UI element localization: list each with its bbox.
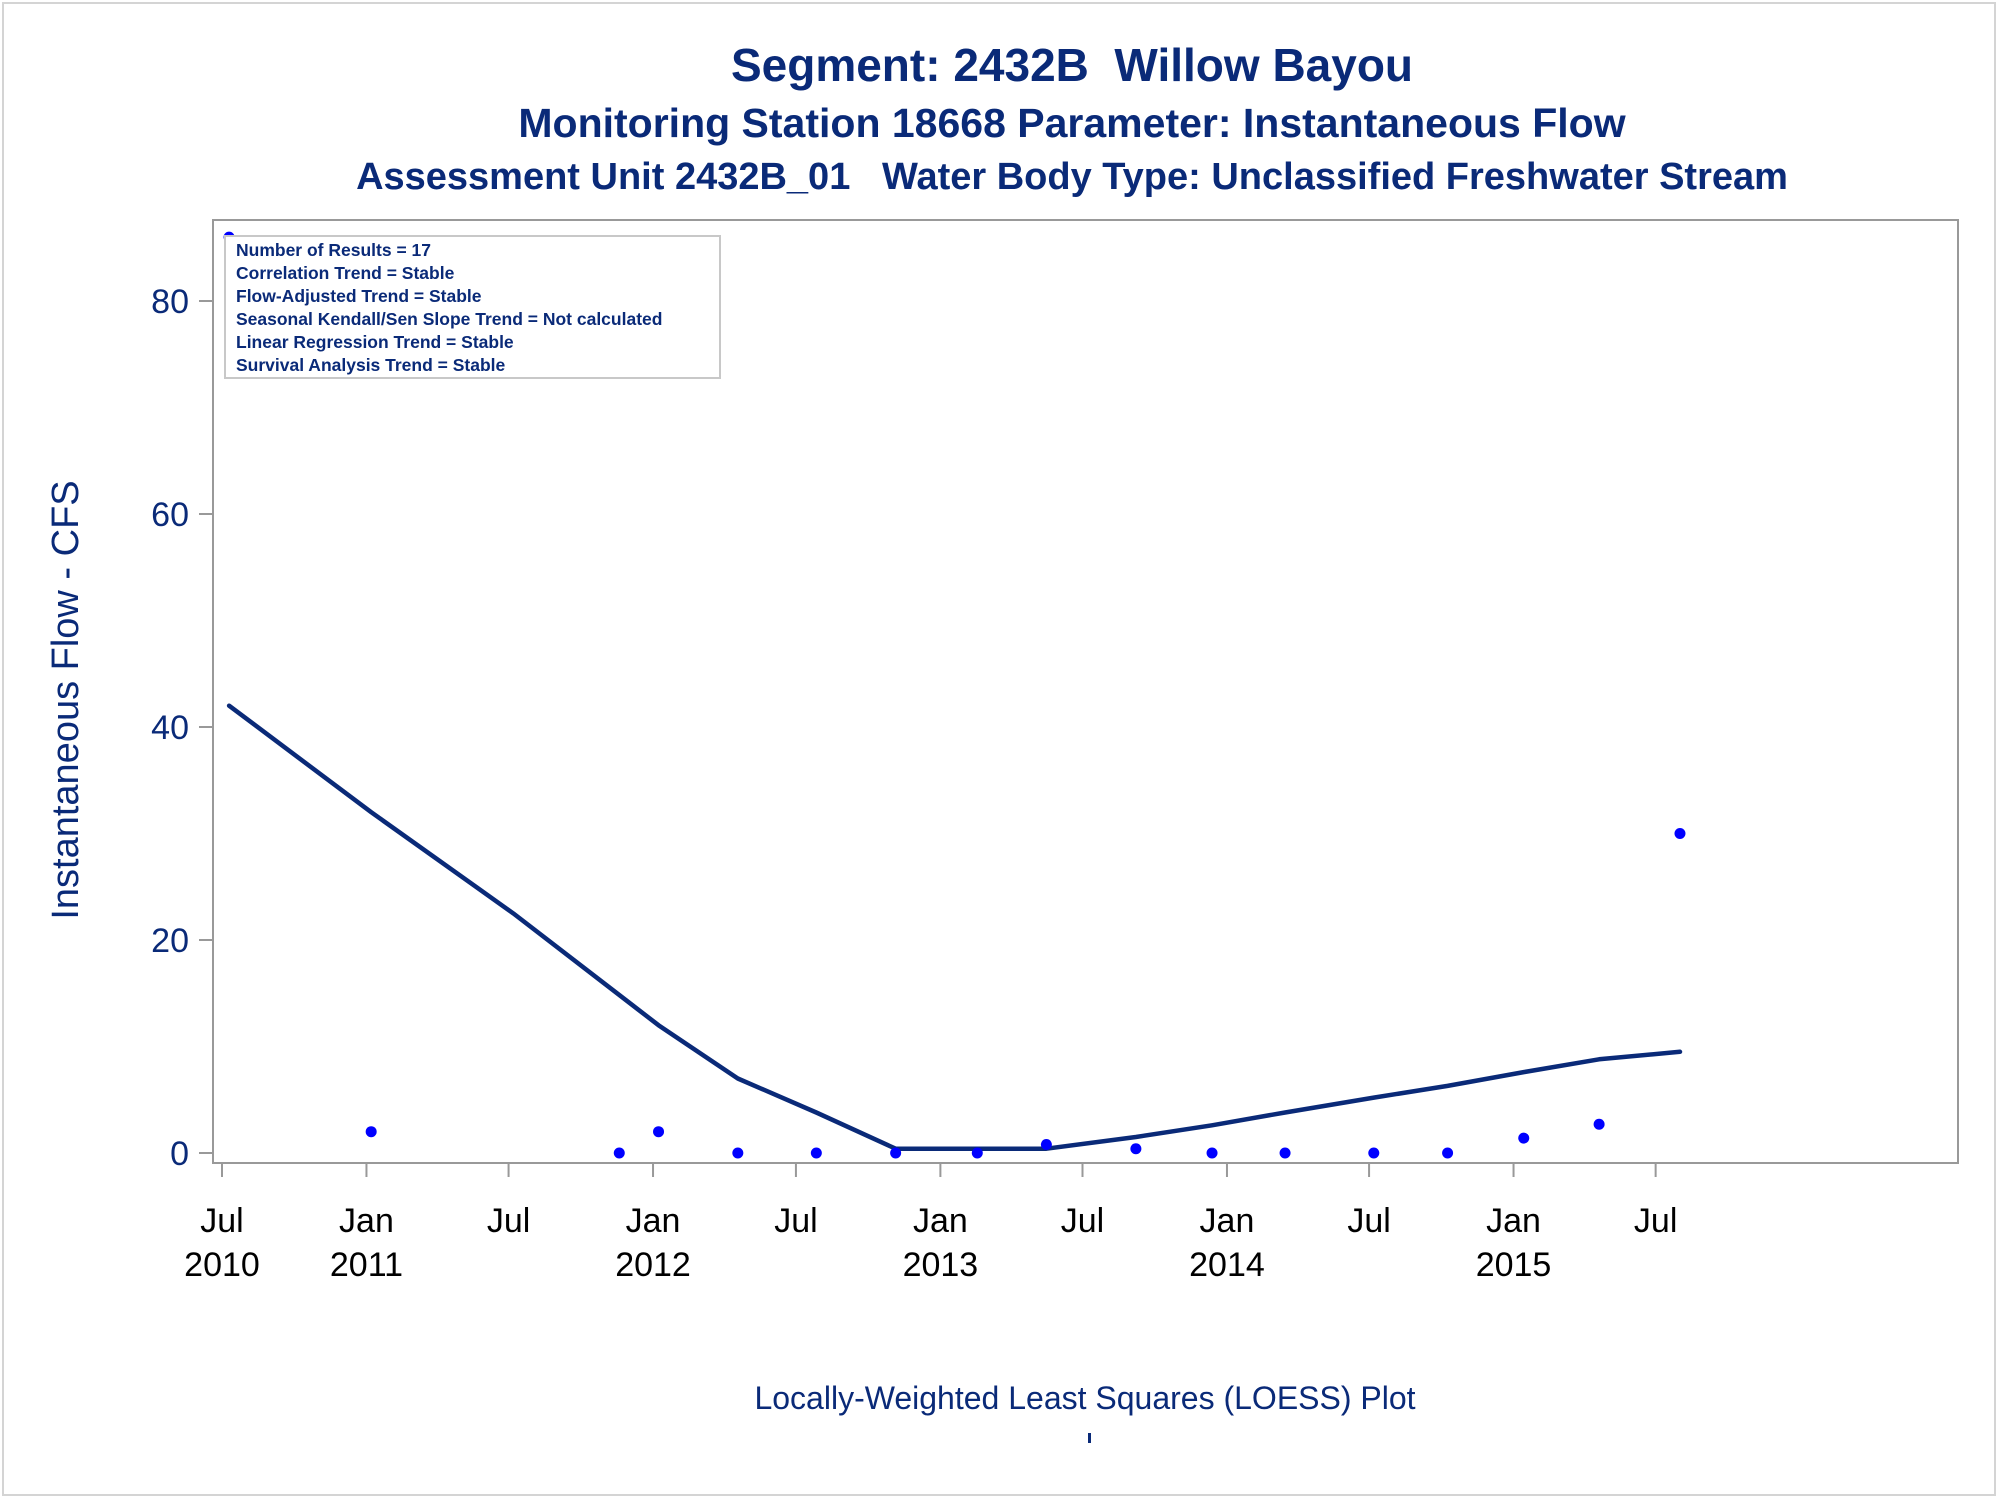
y-axis-label: Instantaneous Flow - CFS <box>45 480 87 919</box>
x-tick-year-label: 2012 <box>615 1246 691 1284</box>
loess-line <box>226 703 1683 1151</box>
data-point <box>1518 1132 1530 1144</box>
x-tick-year-label: 2014 <box>1189 1246 1265 1284</box>
data-point <box>1593 1118 1605 1130</box>
chart-subtitle-2: Assessment Unit 2432B_01 Water Body Type… <box>356 156 1788 198</box>
chart-footnote: Locally-Weighted Least Squares (LOESS) P… <box>0 1380 2000 1417</box>
x-tick-label: Jul <box>774 1202 817 1240</box>
x-tick-year-label: 2010 <box>184 1246 260 1284</box>
data-point <box>1040 1138 1052 1150</box>
stats-line: Number of Results = 17 <box>236 240 431 260</box>
x-tick-label: Jan <box>1486 1202 1541 1240</box>
x-tick-label: Jul <box>487 1202 530 1240</box>
x-tick-label: Jul <box>1061 1202 1104 1240</box>
x-tick-year-label: 2013 <box>903 1246 979 1284</box>
data-point <box>1674 828 1686 839</box>
data-point <box>653 1126 665 1138</box>
data-point <box>1442 1147 1454 1159</box>
footnote-text: Locally-Weighted Least Squares (LOESS) P… <box>754 1380 1416 1416</box>
y-tick-label: 80 <box>151 283 189 321</box>
x-tick-year-label: 2015 <box>1476 1246 1552 1284</box>
data-point <box>890 1147 902 1159</box>
data-point <box>810 1147 822 1159</box>
data-point <box>1206 1147 1218 1159</box>
chart-subtitle: Monitoring Station 18668 Parameter: Inst… <box>518 100 1626 146</box>
data-point <box>1279 1147 1291 1159</box>
x-tick-label: Jul <box>1634 1202 1677 1240</box>
data-point <box>971 1147 983 1159</box>
data-point <box>1130 1143 1142 1155</box>
x-tick-year-label: 2011 <box>330 1246 403 1284</box>
stats-line: Seasonal Kendall/Sen Slope Trend = Not c… <box>236 309 662 329</box>
y-tick-label: 60 <box>151 496 189 534</box>
stats-box <box>224 235 721 379</box>
x-tick-label: Jan <box>339 1202 394 1240</box>
chart-title: Segment: 2432B Willow Bayou <box>730 39 1414 91</box>
x-tick-label: Jan <box>913 1202 968 1240</box>
footnote-mark <box>1088 1433 1091 1443</box>
x-tick-label: Jan <box>626 1202 681 1240</box>
data-point <box>732 1147 744 1159</box>
y-tick-label: 40 <box>151 709 189 747</box>
data-point <box>365 1126 377 1138</box>
stats-line: Linear Regression Trend = Stable <box>236 332 514 352</box>
stats-line: Flow-Adjusted Trend = Stable <box>236 286 482 306</box>
y-tick-label: 20 <box>151 922 189 960</box>
stats-line: Correlation Trend = Stable <box>236 263 455 283</box>
x-tick-label: Jan <box>1200 1202 1255 1240</box>
x-tick-label: Jul <box>1347 1202 1390 1240</box>
x-tick-label: Jul <box>200 1202 243 1240</box>
y-tick-label: 0 <box>170 1135 189 1173</box>
data-point <box>613 1147 625 1159</box>
data-point <box>1368 1147 1380 1159</box>
stats-line: Survival Analysis Trend = Stable <box>236 355 506 375</box>
